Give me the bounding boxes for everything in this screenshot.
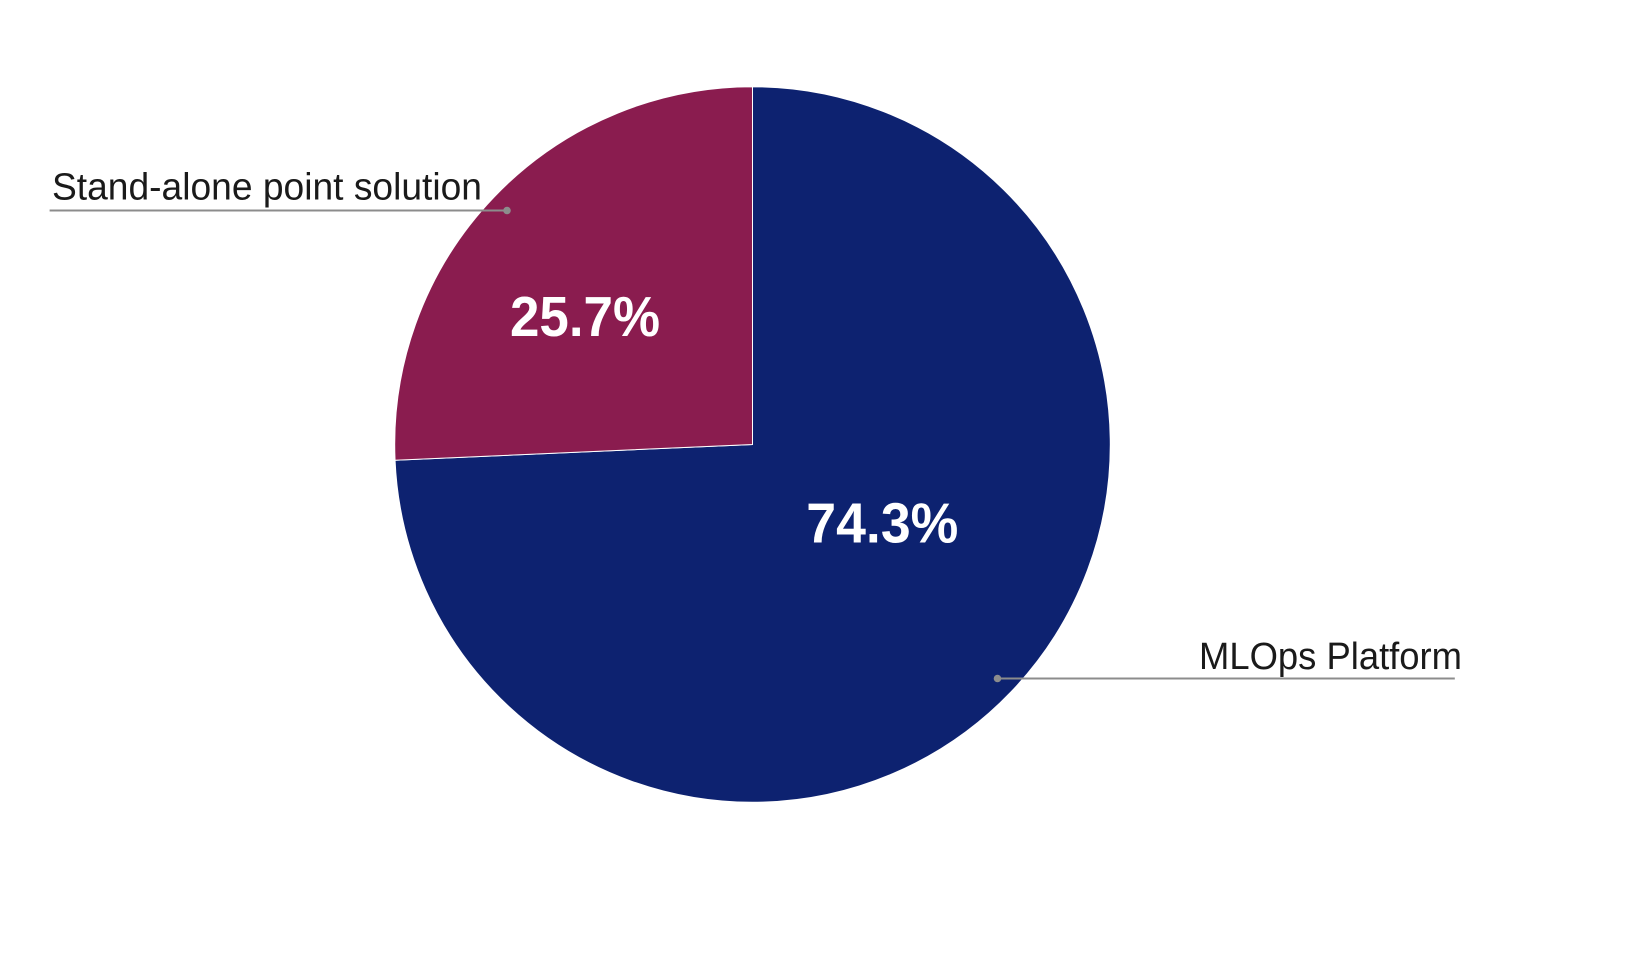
svg-text:74.3%: 74.3% <box>806 492 958 555</box>
svg-text:MLOps Platform: MLOps Platform <box>1199 635 1462 678</box>
svg-text:25.7%: 25.7% <box>510 285 660 348</box>
svg-text:Stand-alone point solution: Stand-alone point solution <box>52 165 482 208</box>
